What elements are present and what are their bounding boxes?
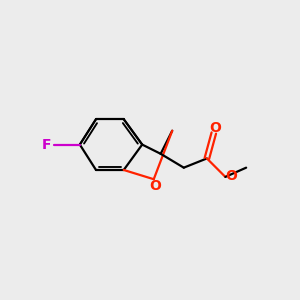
- Text: O: O: [209, 122, 221, 135]
- Text: F: F: [41, 138, 51, 152]
- Text: O: O: [149, 179, 161, 193]
- Text: O: O: [225, 169, 237, 183]
